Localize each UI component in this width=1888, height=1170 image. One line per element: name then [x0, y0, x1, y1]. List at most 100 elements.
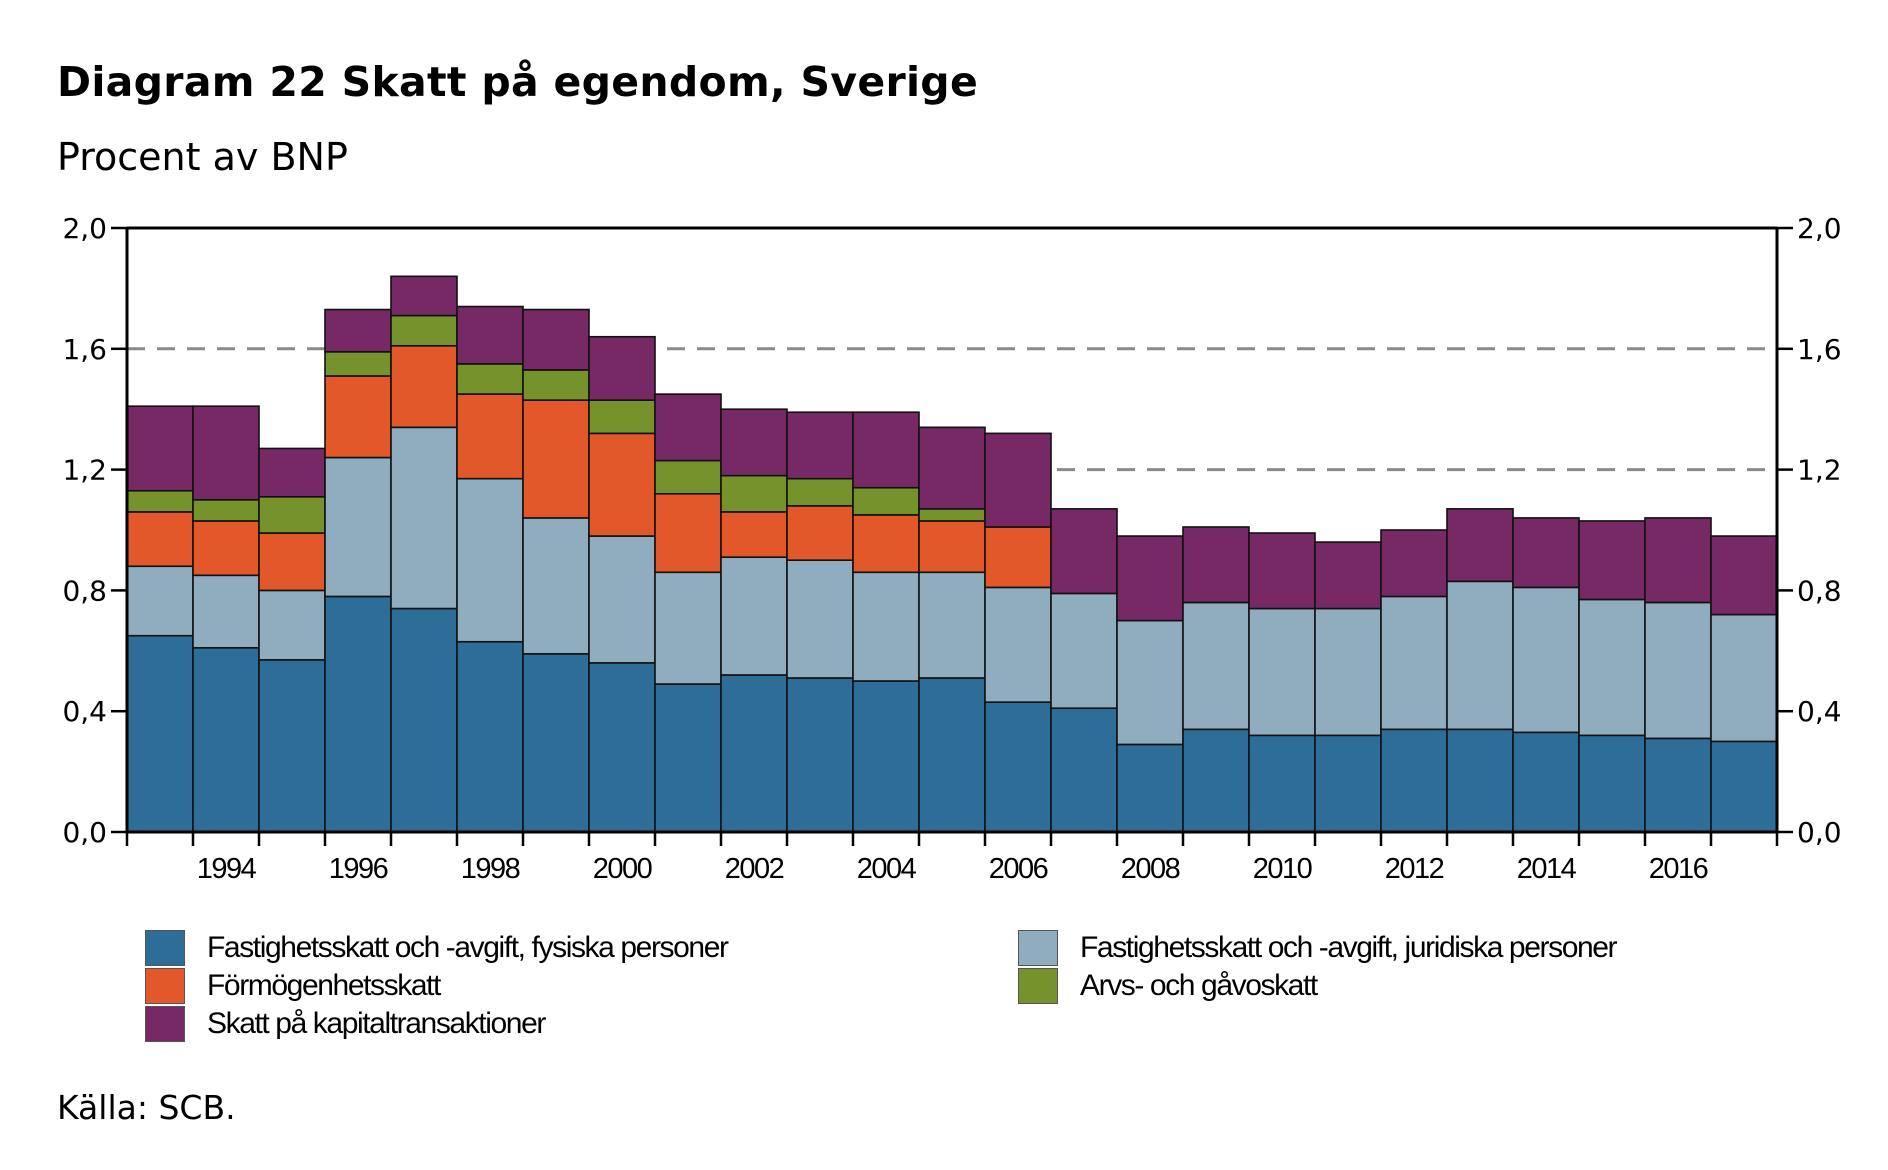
legend-label: Skatt på kapitaltransaktioner: [207, 1007, 546, 1040]
y-tick-label-right: 1,6: [1797, 333, 1842, 366]
bar-segment: [918, 426, 986, 510]
bar-segment: [1050, 707, 1118, 833]
bar-segment: [654, 393, 722, 462]
bar-segment: [1446, 580, 1514, 731]
bar-segment: [456, 477, 524, 643]
bar-segment: [1512, 586, 1580, 734]
bar-segment: [1380, 595, 1448, 731]
bar-segment: [390, 275, 458, 317]
bar-segment: [984, 526, 1052, 589]
bar-segment: [1182, 601, 1250, 731]
bar-segment: [852, 411, 920, 489]
bar-segment: [786, 559, 854, 679]
bar-segment: [720, 408, 788, 477]
legend-item: Förmögenhetsskatt: [145, 968, 441, 1004]
y-tick-label-left: 1,2: [62, 454, 107, 487]
x-tick-label: 2010: [1253, 853, 1312, 885]
bar-segment: [786, 677, 854, 833]
x-tick-label: 2006: [989, 853, 1048, 885]
bar-segment: [588, 432, 656, 537]
bar-segment: [258, 495, 326, 534]
bar-segment: [1248, 532, 1316, 610]
bar-segment: [1314, 541, 1382, 610]
bar-segment: [324, 595, 392, 833]
y-tick-label-right: 2,0: [1797, 212, 1842, 245]
bar-segment: [126, 511, 194, 568]
bar-segment: [126, 405, 194, 492]
x-tick-label: 2008: [1121, 853, 1180, 885]
bar-segment: [852, 680, 920, 833]
bar-segment: [588, 399, 656, 435]
bar-segment: [390, 344, 458, 429]
y-tick-label-left: 1,6: [62, 333, 107, 366]
legend-item: Skatt på kapitaltransaktioner: [145, 1006, 546, 1042]
bar-segment: [1710, 535, 1778, 616]
bar-segment: [984, 432, 1052, 528]
x-tick-label: 2002: [725, 853, 784, 885]
bar-segment: [1578, 598, 1646, 737]
y-tick-label-right: 1,2: [1797, 454, 1842, 487]
x-tick-label: 2000: [593, 853, 652, 885]
bar-segment: [324, 351, 392, 377]
bar-segment: [654, 683, 722, 833]
bar-segment: [1578, 734, 1646, 833]
x-tick-label: 2004: [857, 853, 917, 885]
bar-segment: [1116, 535, 1184, 622]
bar-segment: [918, 520, 986, 574]
bar-segment: [852, 571, 920, 682]
bar-segment: [918, 508, 986, 522]
bar-segment: [192, 574, 260, 649]
bar-segment: [852, 486, 920, 516]
source-note: Källa: SCB.: [57, 1088, 236, 1127]
bar-segment: [1512, 731, 1580, 833]
y-tick-label-right: 0,0: [1797, 816, 1842, 849]
y-tick-label-right: 0,4: [1797, 695, 1842, 728]
bar-segment: [1710, 740, 1778, 833]
bar-segment: [522, 308, 590, 371]
bars: [126, 275, 1778, 833]
bar-segment: [588, 662, 656, 833]
bar-segment: [1710, 613, 1778, 743]
legend-label: Förmögenhetsskatt: [207, 969, 441, 1002]
bar-segment: [1644, 517, 1712, 604]
bar-segment: [456, 640, 524, 833]
bar-segment: [456, 305, 524, 365]
bar-segment: [1380, 728, 1448, 833]
bar-segment: [258, 532, 326, 592]
bar-segment: [984, 701, 1052, 833]
bar-segment: [192, 498, 260, 522]
legend-swatch: [1018, 968, 1058, 1004]
y-tick-label-right: 0,8: [1797, 574, 1842, 607]
x-tick-label: 2012: [1385, 853, 1444, 885]
legend-item: Fastighetsskatt och -avgift, juridiska p…: [1018, 930, 1618, 966]
bar-segment: [852, 514, 920, 574]
bar-segment: [126, 489, 194, 513]
bar-segment: [1248, 607, 1316, 737]
bar-segment: [258, 589, 326, 661]
legend-swatch: [145, 968, 185, 1004]
legend-swatch: [1018, 930, 1058, 966]
bar-segment: [984, 586, 1052, 703]
bar-segment: [1314, 607, 1382, 737]
y-tick-label-left: 0,0: [62, 816, 107, 849]
bar-segment: [588, 535, 656, 664]
bar-segment: [390, 426, 458, 610]
x-tick-label: 2016: [1649, 853, 1708, 885]
legend-swatch: [145, 930, 185, 966]
bar-segment: [126, 634, 194, 833]
legend-label: Arvs- och gåvoskatt: [1080, 969, 1318, 1002]
y-axis-ticks: 0,0 0,0 0,4 0,4 0,8 0,8 1,2 1,2 1,6 1,6 2,0 2,0: [62, 212, 1841, 849]
bar-segment: [1380, 529, 1448, 598]
x-tick-label: 1996: [329, 853, 388, 885]
bar-segment: [1116, 619, 1184, 746]
bar-segment: [522, 517, 590, 655]
bar-segment: [324, 456, 392, 598]
bar-segment: [258, 447, 326, 498]
bar-segment: [654, 492, 722, 574]
bar-segment: [456, 393, 524, 480]
bar-segment: [1578, 520, 1646, 601]
legend-item: Arvs- och gåvoskatt: [1018, 968, 1318, 1004]
bar-segment: [720, 474, 788, 513]
bar-segment: [1050, 592, 1118, 709]
